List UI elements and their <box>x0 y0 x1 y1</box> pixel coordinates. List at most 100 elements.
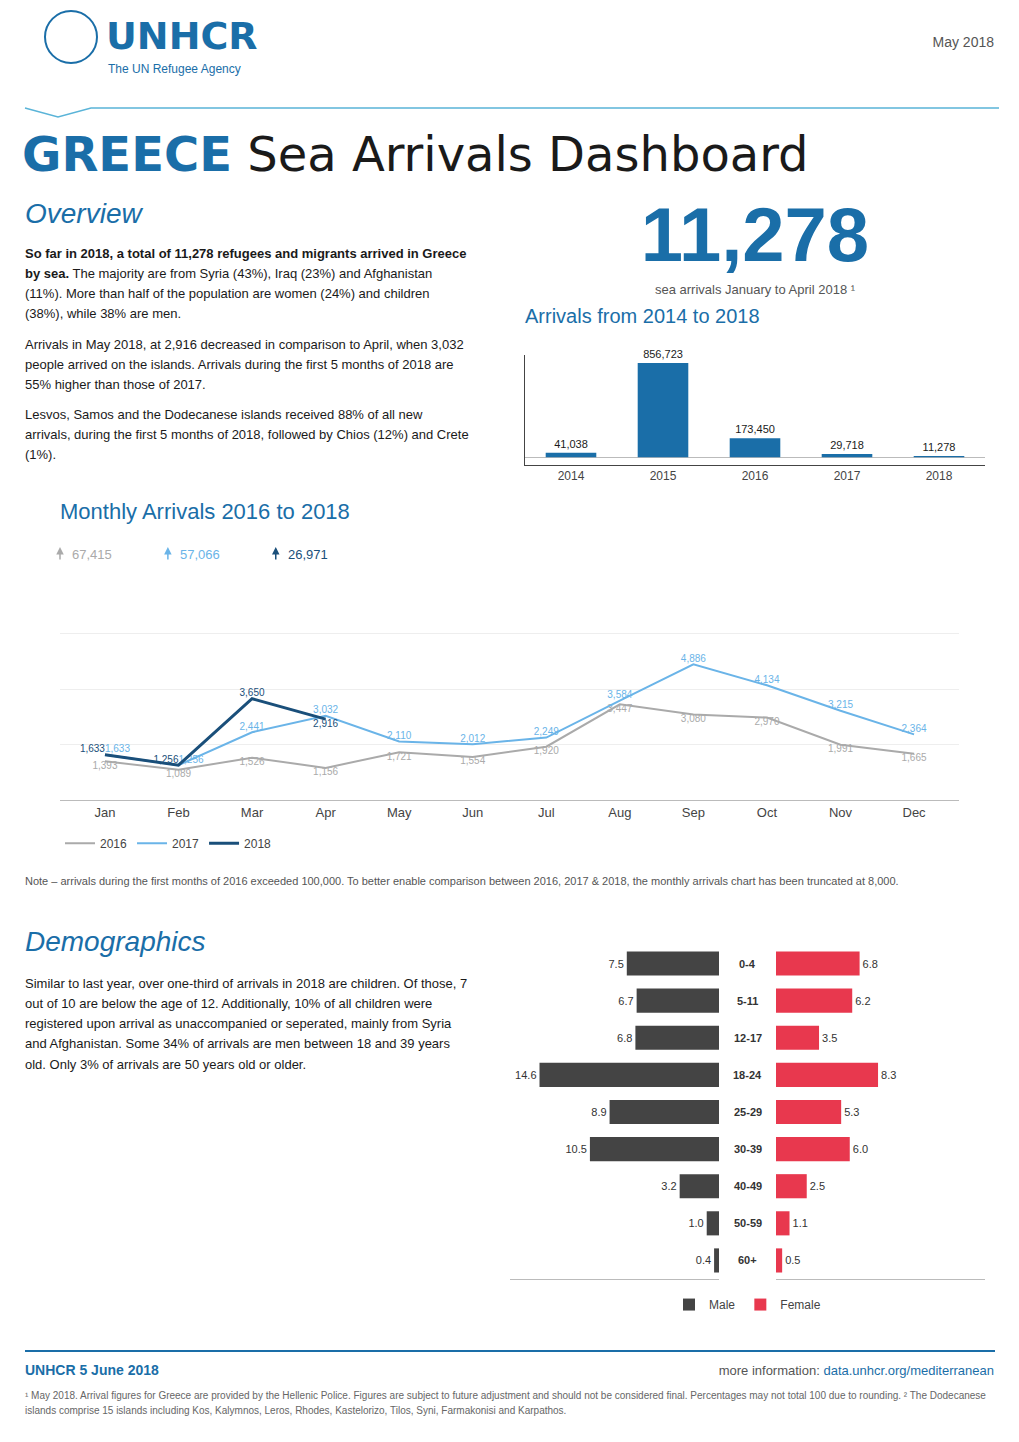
svg-text:Male: Male <box>709 1298 735 1312</box>
svg-text:8.9: 8.9 <box>591 1106 606 1118</box>
svg-text:1,633: 1,633 <box>80 743 105 754</box>
svg-text:4,134: 4,134 <box>754 674 779 685</box>
svg-text:2016: 2016 <box>742 469 769 483</box>
svg-text:2,916: 2,916 <box>313 718 338 729</box>
svg-text:6.0: 6.0 <box>853 1143 868 1155</box>
svg-text:3,447: 3,447 <box>607 703 632 714</box>
svg-text:1,554: 1,554 <box>460 755 485 766</box>
svg-text:7.5: 7.5 <box>608 958 623 970</box>
svg-text:Apr: Apr <box>315 805 336 820</box>
svg-text:2017: 2017 <box>172 837 199 851</box>
svg-text:0.4: 0.4 <box>696 1254 711 1266</box>
svg-text:8.3: 8.3 <box>881 1069 896 1081</box>
svg-text:Arrivals from 2014 to 2018: Arrivals from 2014 to 2018 <box>525 305 760 327</box>
html-text:UNHCR 5 June 2018: UNHCR 5 June 2018 <box>25 1362 159 1378</box>
svg-text:18-24: 18-24 <box>733 1069 762 1081</box>
html-text:11,278: 11,278 <box>640 192 870 277</box>
svg-text:11,278: 11,278 <box>923 441 956 453</box>
svg-text:1,156: 1,156 <box>313 766 338 777</box>
svg-text:3,080: 3,080 <box>681 713 706 724</box>
svg-text:3,215: 3,215 <box>828 699 853 710</box>
svg-text:25-29: 25-29 <box>734 1106 762 1118</box>
svg-text:Jul: Jul <box>538 805 555 820</box>
svg-text:2,364: 2,364 <box>902 723 927 734</box>
svg-text:5-11: 5-11 <box>737 995 758 1007</box>
svg-text:5.3: 5.3 <box>844 1106 859 1118</box>
html-text:GREECE Sea Arrivals Dashboard: GREECE Sea Arrivals Dashboard <box>22 126 809 182</box>
html-text:Demographics: Demographics <box>25 926 206 957</box>
svg-text:Oct: Oct <box>757 805 778 820</box>
svg-text:1,721: 1,721 <box>387 751 412 762</box>
svg-text:173,450: 173,450 <box>735 423 775 435</box>
svg-text:2,110: 2,110 <box>387 730 412 741</box>
svg-text:26,971: 26,971 <box>288 547 328 562</box>
svg-text:50-59: 50-59 <box>734 1217 762 1229</box>
svg-text:2018: 2018 <box>244 837 271 851</box>
svg-text:60+: 60+ <box>738 1254 757 1266</box>
svg-text:1,633: 1,633 <box>105 743 130 754</box>
html-text:Similar to last year, over one: Similar to last year, over one-third of … <box>25 976 468 1072</box>
svg-text:3,032: 3,032 <box>313 704 338 715</box>
svg-text:30-39: 30-39 <box>734 1143 762 1155</box>
svg-text:41,038: 41,038 <box>554 438 588 450</box>
svg-text:2,012: 2,012 <box>460 733 485 744</box>
svg-text:Nov: Nov <box>829 805 853 820</box>
svg-text:3,584: 3,584 <box>607 689 632 700</box>
svg-text:Monthly Arrivals 2016 to 2018: Monthly Arrivals 2016 to 2018 <box>60 499 350 524</box>
html-text:May 2018: May 2018 <box>932 34 994 50</box>
svg-text:3.5: 3.5 <box>822 1032 837 1044</box>
svg-text:2,249: 2,249 <box>534 726 559 737</box>
svg-text:57,066: 57,066 <box>180 547 220 562</box>
svg-text:6.7: 6.7 <box>618 995 633 1007</box>
svg-text:Dec: Dec <box>902 805 926 820</box>
html-text:Arrivals in May 2018, at 2,916: Arrivals in May 2018, at 2,916 decreased… <box>25 336 464 392</box>
svg-text:1.1: 1.1 <box>793 1217 808 1229</box>
svg-text:2,970: 2,970 <box>754 716 779 727</box>
svg-text:1.0: 1.0 <box>688 1217 703 1229</box>
svg-text:10.5: 10.5 <box>565 1143 586 1155</box>
svg-text:12-17: 12-17 <box>734 1032 762 1044</box>
svg-text:3.2: 3.2 <box>661 1180 676 1192</box>
svg-text:3,650: 3,650 <box>240 687 265 698</box>
svg-text:6.8: 6.8 <box>863 958 878 970</box>
svg-text:Aug: Aug <box>608 805 631 820</box>
svg-text:856,723: 856,723 <box>643 348 683 360</box>
html-text:So far in 2018, a total of 11,: So far in 2018, a total of 11,278 refuge… <box>25 246 467 322</box>
svg-text:2014: 2014 <box>558 469 585 483</box>
svg-text:1,256: 1,256 <box>179 754 204 765</box>
svg-text:2015: 2015 <box>650 469 677 483</box>
svg-text:1,256: 1,256 <box>153 754 178 765</box>
svg-text:Sep: Sep <box>682 805 705 820</box>
svg-text:May: May <box>387 805 412 820</box>
html-text:Lesvos, Samos and the Dodecane: Lesvos, Samos and the Dodecanese islands… <box>25 407 469 463</box>
svg-text:2018: 2018 <box>926 469 953 483</box>
svg-text:Feb: Feb <box>167 805 189 820</box>
svg-text:Female: Female <box>780 1298 820 1312</box>
svg-text:1,920: 1,920 <box>534 745 559 756</box>
svg-text:29,718: 29,718 <box>830 439 864 451</box>
svg-text:1,665: 1,665 <box>902 752 927 763</box>
svg-text:2017: 2017 <box>834 469 861 483</box>
svg-text:1,526: 1,526 <box>240 756 265 767</box>
svg-text:2.5: 2.5 <box>810 1180 825 1192</box>
svg-text:Jan: Jan <box>94 805 115 820</box>
html-text:UNHCR: UNHCR <box>106 14 258 58</box>
html-text:¹ May 2018. Arrival figures fo: ¹ May 2018. Arrival figures for Greece a… <box>25 1390 986 1416</box>
svg-text:14.6: 14.6 <box>515 1069 536 1081</box>
svg-text:67,415: 67,415 <box>72 547 112 562</box>
html-text:Overview: Overview <box>25 198 142 229</box>
html-text:sea arrivals January to April: sea arrivals January to April 2018 ¹ <box>654 282 856 297</box>
svg-text:2016: 2016 <box>100 837 127 851</box>
svg-text:1,991: 1,991 <box>828 743 853 754</box>
svg-text:40-49: 40-49 <box>734 1180 762 1192</box>
svg-text:1,393: 1,393 <box>92 760 117 771</box>
svg-text:1,089: 1,089 <box>166 768 191 779</box>
svg-text:0.5: 0.5 <box>785 1254 800 1266</box>
svg-text:6.2: 6.2 <box>855 995 870 1007</box>
svg-text:0-4: 0-4 <box>739 958 756 970</box>
svg-text:Jun: Jun <box>462 805 483 820</box>
svg-text:6.8: 6.8 <box>617 1032 632 1044</box>
svg-text:4,886: 4,886 <box>681 653 706 664</box>
svg-text:Mar: Mar <box>241 805 264 820</box>
svg-text:2,441: 2,441 <box>240 721 265 732</box>
